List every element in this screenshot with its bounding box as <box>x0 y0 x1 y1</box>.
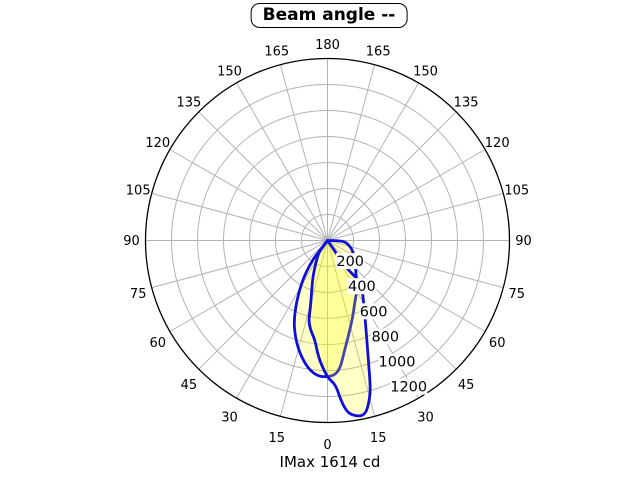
angle-label-180-right: 180 <box>315 38 340 53</box>
angle-label-120-left: 120 <box>145 136 170 151</box>
angle-label-30-left: 30 <box>221 411 238 426</box>
grid-spoke <box>169 149 328 241</box>
angle-label-75-right: 75 <box>509 287 526 302</box>
angle-label-15-right: 15 <box>370 431 387 446</box>
radial-label-200: 200 <box>336 254 364 270</box>
angle-label-165-left: 165 <box>264 45 289 60</box>
angle-label-165-right: 165 <box>366 45 391 60</box>
grid-ring <box>171 84 484 397</box>
angle-label-30-right: 30 <box>417 411 434 426</box>
grid-ring <box>197 110 458 371</box>
radial-label-box <box>370 328 400 345</box>
radial-label-box <box>335 253 365 270</box>
grid-spoke <box>198 111 328 241</box>
radial-label-box <box>378 353 416 370</box>
grid-spoke <box>327 82 419 241</box>
grid-spoke <box>151 240 328 289</box>
grid-spoke <box>279 240 328 417</box>
radial-label-1200: 1200 <box>390 380 427 396</box>
chart-title: Beam angle -- <box>250 3 408 28</box>
grid-spoke <box>198 240 328 370</box>
grid-ring <box>301 214 354 267</box>
grid-spoke <box>236 82 328 241</box>
angle-label-60-right: 60 <box>489 336 506 351</box>
angle-label-90-left: 90 <box>123 234 140 249</box>
angle-label-120-right: 120 <box>485 136 510 151</box>
grid-ring <box>223 136 432 345</box>
angle-label-60-left: 60 <box>150 336 167 351</box>
angle-label-0: 0 <box>323 438 331 453</box>
radial-label-1000: 1000 <box>379 355 416 371</box>
grid-spoke <box>236 240 328 399</box>
angle-label-150-right: 150 <box>413 64 438 79</box>
angle-label-75-left: 75 <box>130 287 147 302</box>
grid-spoke <box>327 64 376 241</box>
angle-label-45-left: 45 <box>181 378 198 393</box>
angle-label-90-right: 90 <box>515 234 532 249</box>
imax-label: IMax 1614 cd <box>279 453 381 471</box>
angle-label-105-left: 105 <box>126 183 151 198</box>
grid-spoke <box>151 192 328 241</box>
angle-label-135-right: 135 <box>454 95 479 110</box>
grid-spoke <box>279 64 328 241</box>
angle-label-15-left: 15 <box>269 431 286 446</box>
radial-label-400: 400 <box>348 279 376 295</box>
radial-label-box <box>347 278 377 295</box>
outer-ring <box>144 57 511 424</box>
radial-label-box <box>390 378 428 395</box>
grid-spoke <box>327 192 504 241</box>
grid-spoke <box>169 240 328 332</box>
grid-ring <box>249 162 406 319</box>
grid-ring <box>275 188 380 293</box>
angle-label-150-left: 150 <box>217 64 242 79</box>
grid-spoke <box>327 240 504 289</box>
grid-spoke <box>327 149 486 241</box>
radial-label-box <box>359 303 389 320</box>
radial-label-600: 600 <box>360 304 388 320</box>
angle-label-105-right: 105 <box>504 183 529 198</box>
radial-label-800: 800 <box>371 329 399 345</box>
grid-spoke <box>327 111 457 241</box>
angle-label-45-right: 45 <box>458 378 475 393</box>
angle-label-135-left: 135 <box>176 95 201 110</box>
